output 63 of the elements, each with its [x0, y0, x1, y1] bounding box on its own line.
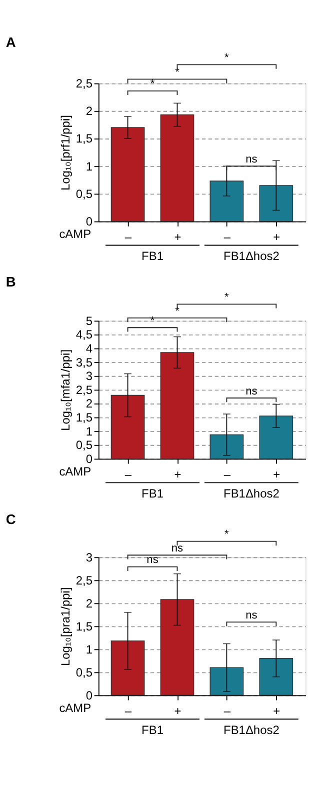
annotation: ns — [246, 609, 258, 622]
text: FB1Δhos2 — [224, 722, 280, 737]
text: * — [224, 291, 230, 304]
y-tick-label: 0 — [86, 688, 93, 702]
y-tick-label: 1 — [86, 424, 93, 438]
text: FB1 — [142, 248, 164, 263]
y-tick-label: 3 — [86, 369, 93, 384]
x-tick-label: – — [124, 468, 132, 482]
text: * — [224, 52, 230, 64]
y-axis-title: Log₁₀[mfa1/ppi] — [58, 349, 72, 431]
annotation: * — [150, 78, 156, 90]
x-tick-label: + — [273, 468, 280, 482]
x-tick-label: – — [224, 468, 231, 482]
x-tick-label: – — [124, 704, 132, 718]
y-axis-title: Log₁₀[pra1/ppi] — [58, 587, 72, 666]
text: FB1 — [142, 722, 164, 737]
y-tick-label: 1 — [86, 642, 93, 656]
y-tick-label: 0 — [86, 214, 93, 228]
text: FB1 — [142, 486, 164, 500]
y-tick-label: 5 — [86, 314, 93, 328]
x-tick-label: + — [174, 468, 182, 482]
y-tick-label: 0,5 — [76, 438, 93, 452]
y-tick-label: 1,5 — [76, 410, 93, 424]
x-axis-title: cAMP — [59, 700, 92, 715]
y-tick-label: 2,5 — [76, 76, 93, 90]
text: ns — [171, 542, 184, 554]
x-axis-title: cAMP — [59, 226, 92, 241]
y-tick-label: 4,5 — [76, 328, 93, 342]
y-tick-label: 2 — [86, 396, 93, 411]
x-tick-label: + — [174, 230, 182, 244]
y-tick-label: 1,5 — [76, 619, 93, 634]
y-axis-title: Log₁₀[prf1/ppi] — [58, 115, 72, 191]
annotation: ns — [146, 554, 159, 566]
chart-title: B — [6, 274, 16, 290]
y-tick-label: 3 — [86, 550, 93, 564]
y-tick-label: 2,5 — [76, 382, 93, 397]
x-tick-label: – — [224, 230, 231, 244]
x-tick-label: + — [174, 704, 182, 718]
y-tick-label: 2 — [86, 596, 93, 610]
x-axis-title: cAMP — [59, 464, 92, 478]
y-tick-label: 3,5 — [76, 355, 93, 370]
chart-title: C — [6, 512, 16, 527]
chart-title: A — [6, 35, 16, 50]
x-tick-label: + — [273, 230, 280, 244]
text: * — [175, 66, 180, 78]
y-tick-label: 1 — [86, 159, 93, 174]
annotation: * — [150, 314, 156, 327]
text: * — [175, 305, 180, 318]
x-tick-label: – — [124, 230, 132, 244]
y-tick-label: 2 — [86, 104, 93, 118]
annotation: ns — [246, 153, 258, 166]
y-tick-label: 2,5 — [76, 573, 93, 588]
y-tick-label: 1,5 — [76, 132, 93, 146]
text: * — [224, 528, 230, 541]
text: FB1Δhos2 — [224, 248, 280, 263]
annotation: ns — [246, 385, 258, 398]
y-tick-label: 4 — [86, 341, 93, 356]
x-tick-label: – — [224, 704, 231, 718]
text: FB1Δhos2 — [224, 486, 280, 500]
x-tick-label: + — [273, 704, 280, 718]
y-tick-label: 0,5 — [76, 665, 93, 680]
y-tick-label: 0,5 — [76, 186, 93, 201]
y-tick-label: 0 — [86, 452, 93, 466]
